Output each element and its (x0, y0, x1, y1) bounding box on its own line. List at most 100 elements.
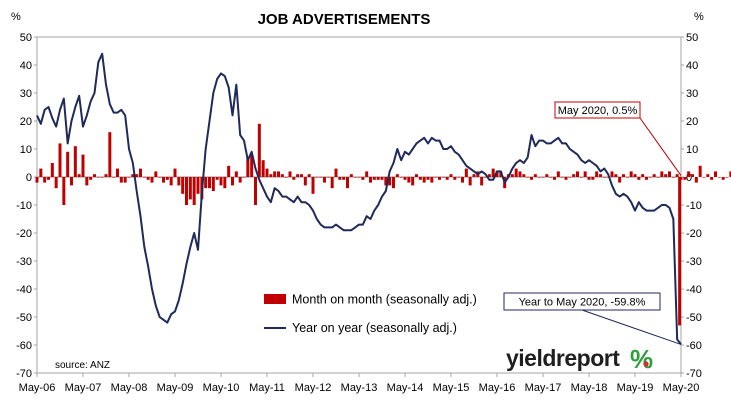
x-tick-label: May-17 (525, 382, 562, 394)
mom-bar (622, 174, 625, 177)
mom-bar (710, 177, 714, 180)
mom-bar (100, 177, 104, 178)
mom-bar (50, 163, 54, 177)
mom-bar (645, 177, 648, 180)
right-y-tick-label: 30 (686, 88, 698, 100)
mom-bar (300, 174, 303, 177)
mom-bar (434, 177, 438, 178)
legend-bar-swatch (264, 294, 286, 304)
mom-bar (671, 177, 675, 178)
mom-bar (135, 174, 139, 177)
mom-bar (495, 171, 499, 177)
left-axis-unit: % (11, 11, 21, 23)
mom-bar (556, 171, 560, 177)
mom-bar (579, 177, 583, 178)
mom-bar (303, 177, 307, 186)
mom-bar (234, 171, 238, 177)
mom-bar (104, 174, 108, 177)
mom-bar (280, 174, 284, 177)
mom-bar (545, 174, 549, 177)
mom-bar (468, 177, 472, 186)
mom-bar (480, 177, 484, 186)
logo-percent-dot (643, 361, 649, 367)
left-y-tick-label: 30 (20, 88, 32, 100)
mom-bar (139, 168, 142, 177)
x-tick-label: May-18 (571, 382, 608, 394)
mom-bar (43, 177, 47, 183)
mom-bar (131, 174, 135, 177)
mom-bar (625, 177, 629, 178)
mom-bar (714, 171, 717, 177)
mom-bar (307, 174, 311, 177)
mom-bar (315, 177, 319, 178)
mom-bar (564, 177, 568, 180)
left-y-tick-label: -20 (16, 228, 32, 240)
right-axis-unit: % (694, 11, 704, 23)
x-tick-label: May-12 (295, 382, 332, 394)
annotation-layer: May 2020, 0.5% Year to May 2020, -59.8% (503, 101, 682, 345)
left-y-tick-label: 40 (20, 60, 32, 72)
mom-bar (334, 168, 338, 177)
mom-bar (284, 177, 288, 178)
mom-bar (257, 123, 261, 177)
right-y-tick-label: -30 (686, 256, 702, 268)
mom-bar (453, 177, 457, 180)
x-tick-label: May-09 (157, 382, 194, 394)
mom-bar (729, 171, 731, 177)
mom-bar (533, 174, 537, 177)
right-y-tick-label: 0 (686, 172, 692, 184)
legend-line-label: Year on year (seasonally adj.) (292, 321, 457, 335)
mom-bar (261, 160, 265, 177)
mom-bar (292, 177, 296, 180)
mom-bar (461, 177, 464, 183)
mom-bar (426, 177, 430, 180)
mom-bar (108, 132, 112, 177)
mom-bar (123, 177, 127, 183)
mom-bar (403, 177, 407, 180)
mom-bar (169, 177, 173, 186)
mom-bar (537, 177, 541, 178)
mom-bar (606, 177, 610, 178)
mom-bar (602, 177, 606, 178)
mom-bar (254, 177, 257, 205)
mom-bar (58, 143, 62, 177)
logo-percent-symbol: % (630, 344, 653, 374)
x-tick-label: May-20 (663, 382, 700, 394)
mom-bar (583, 171, 587, 177)
mom-bar (250, 154, 254, 177)
mom-bar (464, 168, 468, 177)
mom-bar (54, 177, 58, 189)
mom-bar (399, 177, 403, 178)
mom-bar (392, 177, 395, 189)
mom-bar (441, 177, 445, 178)
mom-bar (717, 177, 721, 178)
mom-bar (35, 177, 39, 183)
mom-bar (196, 177, 200, 194)
mom-bar (323, 177, 326, 183)
mom-bar (116, 168, 119, 177)
mom-bar (610, 171, 614, 177)
mom-bar (445, 177, 449, 180)
mom-bar (112, 177, 116, 178)
mom-bar (66, 151, 70, 177)
mom-bar (73, 146, 77, 177)
left-y-tick-label: -70 (16, 368, 32, 380)
left-y-tick-label: -30 (16, 256, 32, 268)
mom-bar (395, 174, 399, 177)
logo-wordmark: yieldreport (506, 345, 620, 371)
mom-bar (188, 177, 192, 200)
mom-bar (81, 154, 85, 177)
mom-bar (215, 177, 219, 180)
mom-bar (296, 174, 300, 177)
mom-bar (39, 168, 43, 177)
mom-bar (338, 177, 342, 180)
x-tick-label: May-16 (479, 382, 516, 394)
mom-bar (725, 177, 729, 178)
mom-bar (633, 174, 637, 177)
mom-bar (641, 174, 645, 177)
mom-bar (238, 177, 242, 183)
mom-bar (165, 177, 169, 180)
mom-bar (553, 177, 556, 180)
